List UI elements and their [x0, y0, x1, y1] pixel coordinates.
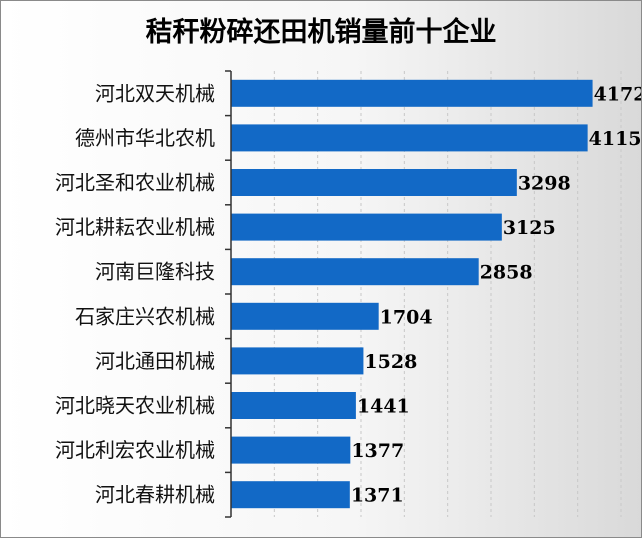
value-label: 1377 — [351, 440, 404, 462]
category-label: 河北圣和农业机械 — [55, 171, 215, 195]
axis-layer — [225, 70, 232, 518]
value-label: 4115 — [589, 128, 641, 150]
label-layer: 河北双天机械 4172 德州市华北农机 4115 河北圣和农业机械 3298 河北耕耘农业机… — [55, 81, 641, 506]
category-label: 河北晓天农业机械 — [55, 394, 215, 418]
bar — [231, 79, 593, 107]
category-label: 河北耕耘农业机械 — [55, 215, 215, 239]
value-label: 1704 — [380, 306, 433, 328]
value-label: 3298 — [518, 173, 571, 195]
category-label: 河北利宏农业机械 — [55, 438, 215, 462]
chart-title: 秸秆粉碎还田机销量前十企业 — [146, 16, 497, 48]
value-label: 1441 — [357, 396, 410, 418]
bar — [231, 436, 351, 464]
value-label: 3125 — [503, 217, 556, 239]
bar — [231, 169, 517, 196]
bar — [231, 481, 350, 509]
value-label: 1528 — [364, 351, 417, 373]
bar — [231, 302, 379, 330]
value-label: 1371 — [351, 485, 404, 507]
bar — [231, 258, 479, 286]
bar — [231, 392, 356, 419]
bar-layer — [231, 79, 593, 509]
category-label: 河南巨隆科技 — [95, 260, 215, 284]
category-label: 河北双天机械 — [95, 81, 215, 105]
category-label: 河北春耕机械 — [95, 483, 215, 507]
value-label: 2858 — [480, 262, 533, 284]
bar — [231, 213, 502, 241]
value-label: 4172 — [594, 83, 641, 105]
category-label: 石家庄兴农机械 — [75, 304, 215, 328]
bar — [231, 124, 588, 152]
category-label: 河北通田机械 — [95, 349, 215, 373]
category-label: 德州市华北农机 — [75, 126, 215, 150]
bar — [231, 347, 364, 375]
